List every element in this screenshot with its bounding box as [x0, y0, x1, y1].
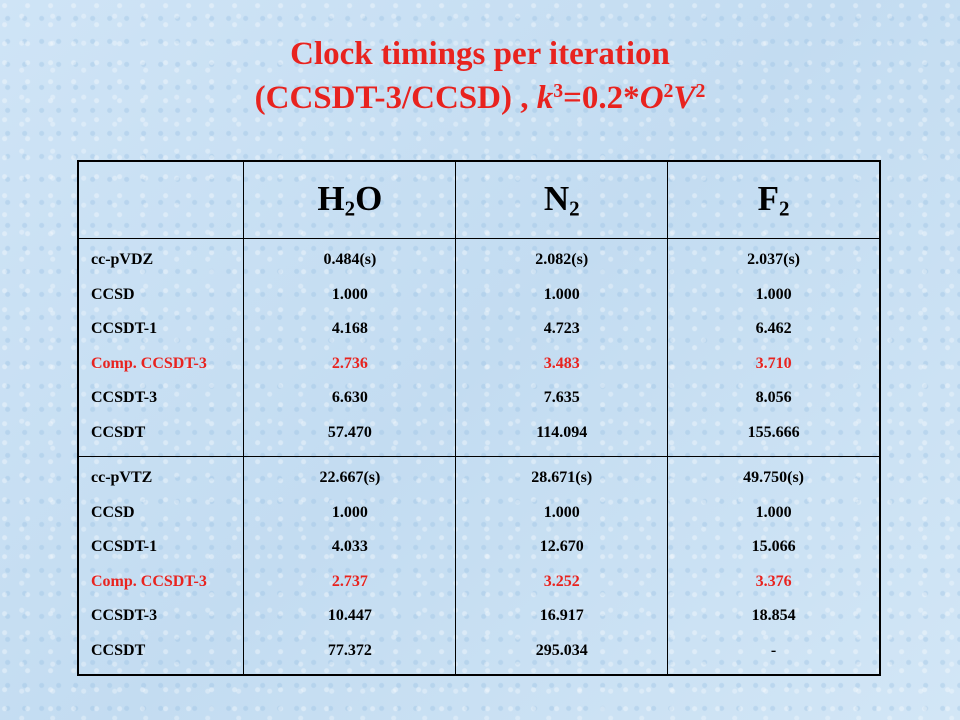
column-header-sub: 2 [344, 196, 356, 221]
method-label: CCSD [91, 285, 135, 303]
column-header-base: H [317, 178, 345, 218]
title-o: O [639, 80, 664, 116]
column-header-f2: F2 [667, 160, 881, 239]
value: 49.750(s) [743, 469, 805, 486]
title-v: V [673, 80, 696, 116]
values-cell-n2: 2.082(s) 1.000 4.723 3.483 7.635 114.094 [455, 238, 669, 457]
slide-title: Clock timings per iteration (CCSDT-3/CCS… [0, 32, 960, 120]
method-label: CCSDT-1 [91, 538, 158, 555]
method-labels-cell: cc-pVDZ CCSD CCSDT-1 Comp. CCSDT-3 CCSDT… [77, 238, 245, 457]
values-cell-h2o: 22.667(s) 1.000 4.033 2.737 10.447 77.37… [243, 456, 457, 676]
title-k-sup: 3 [553, 80, 564, 103]
title-o-sup: 2 [663, 80, 674, 103]
value-highlight: 3.710 [755, 354, 792, 372]
title-v-sup: 2 [695, 80, 706, 103]
value: 6.630 [331, 389, 368, 406]
value: 295.034 [535, 641, 588, 659]
title-line-2: (CCSDT-3/CCSD) , k3=0.2*O2V2 [0, 76, 960, 120]
column-header-base: N [543, 178, 570, 218]
value: 155.666 [747, 423, 800, 441]
column-header-sub: 2 [569, 196, 580, 221]
method-label: CCSD [91, 503, 135, 521]
value-highlight: 3.252 [543, 572, 580, 590]
title-line-1: Clock timings per iteration [290, 36, 670, 72]
value: 16.917 [539, 607, 584, 624]
value: 77.372 [327, 641, 372, 659]
basis-label: cc-pVTZ [91, 469, 153, 486]
method-label-highlight: Comp. CCSDT-3 [91, 572, 207, 590]
header-row: H2O N2 F2 [77, 160, 881, 239]
value: 1.000 [543, 503, 580, 521]
column-header-base: F [757, 178, 780, 218]
value: 7.635 [543, 389, 580, 406]
value: 12.670 [539, 538, 584, 555]
column-header-h2o: H2O [243, 160, 457, 239]
value: 22.667(s) [319, 469, 381, 486]
column-header-rest: O [355, 178, 383, 218]
method-label: CCSDT-3 [91, 389, 158, 406]
value: 4.168 [331, 320, 368, 337]
column-header-n2: N2 [455, 160, 669, 239]
value: 28.671(s) [531, 469, 593, 486]
title-eq: =0.2* [563, 80, 640, 116]
value: - [770, 641, 777, 659]
title-line-2-prefix: (CCSDT-3/CCSD) , [254, 80, 537, 116]
value: 114.094 [536, 423, 588, 441]
value-highlight: 3.483 [543, 354, 580, 372]
value: 1.000 [331, 503, 368, 521]
value: 4.723 [543, 320, 580, 337]
values-cell-f2: 49.750(s) 1.000 15.066 3.376 18.854 - [667, 456, 881, 676]
value: 57.470 [327, 423, 372, 441]
value: 1.000 [331, 285, 368, 303]
value: 18.854 [751, 607, 796, 624]
value: 6.462 [755, 320, 792, 337]
value-highlight: 2.737 [331, 572, 368, 590]
value: 2.037(s) [747, 251, 801, 268]
value: 2.082(s) [535, 251, 589, 268]
value: 1.000 [755, 503, 792, 521]
values-cell-f2: 2.037(s) 1.000 6.462 3.710 8.056 155.666 [667, 238, 881, 457]
title-k: k [536, 80, 554, 116]
value: 1.000 [543, 285, 580, 303]
method-label: CCSDT-1 [91, 320, 158, 337]
value-highlight: 2.736 [331, 354, 368, 372]
value: 1.000 [755, 285, 792, 303]
value: 4.033 [331, 538, 368, 555]
value: 15.066 [751, 538, 796, 555]
method-label: CCSDT [91, 641, 146, 659]
value: 8.056 [755, 389, 792, 406]
value-highlight: 3.376 [755, 572, 792, 590]
value: 10.447 [327, 607, 372, 624]
method-label: CCSDT-3 [91, 607, 158, 624]
values-cell-n2: 28.671(s) 1.000 12.670 3.252 16.917 295.… [455, 456, 669, 676]
basis-label: cc-pVDZ [91, 251, 154, 268]
method-label: CCSDT [91, 423, 146, 441]
block-row-cc-pvtz: cc-pVTZ CCSD CCSDT-1 Comp. CCSDT-3 CCSDT… [77, 456, 881, 676]
values-cell-h2o: 0.484(s) 1.000 4.168 2.736 6.630 57.470 [243, 238, 457, 457]
corner-cell [77, 160, 245, 239]
timings-table: H2O N2 F2 cc-pVDZ CCSD CCSDT-1 Comp. CCS… [77, 160, 881, 676]
block-row-cc-pvdz: cc-pVDZ CCSD CCSDT-1 Comp. CCSDT-3 CCSDT… [77, 238, 881, 457]
method-label-highlight: Comp. CCSDT-3 [91, 354, 207, 372]
value: 0.484(s) [323, 251, 377, 268]
method-labels-cell: cc-pVTZ CCSD CCSDT-1 Comp. CCSDT-3 CCSDT… [77, 456, 245, 676]
column-header-sub: 2 [779, 196, 790, 221]
